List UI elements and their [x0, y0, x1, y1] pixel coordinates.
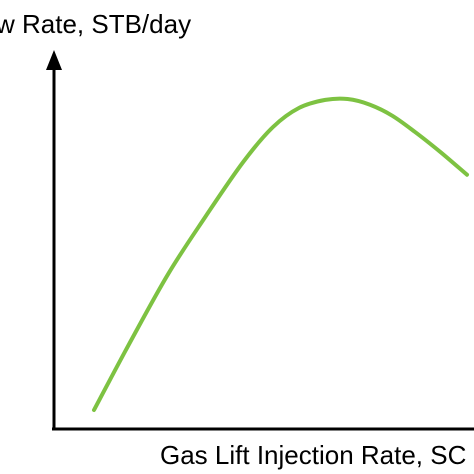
y-axis-label: w Rate, STB/day: [0, 9, 191, 39]
series-line-0: [92, 96, 469, 412]
y-axis: [46, 50, 62, 430]
y-axis-arrowhead: [46, 50, 62, 70]
x-axis-label: Gas Lift Injection Rate, SC: [160, 440, 466, 470]
series-layer: [92, 96, 469, 412]
